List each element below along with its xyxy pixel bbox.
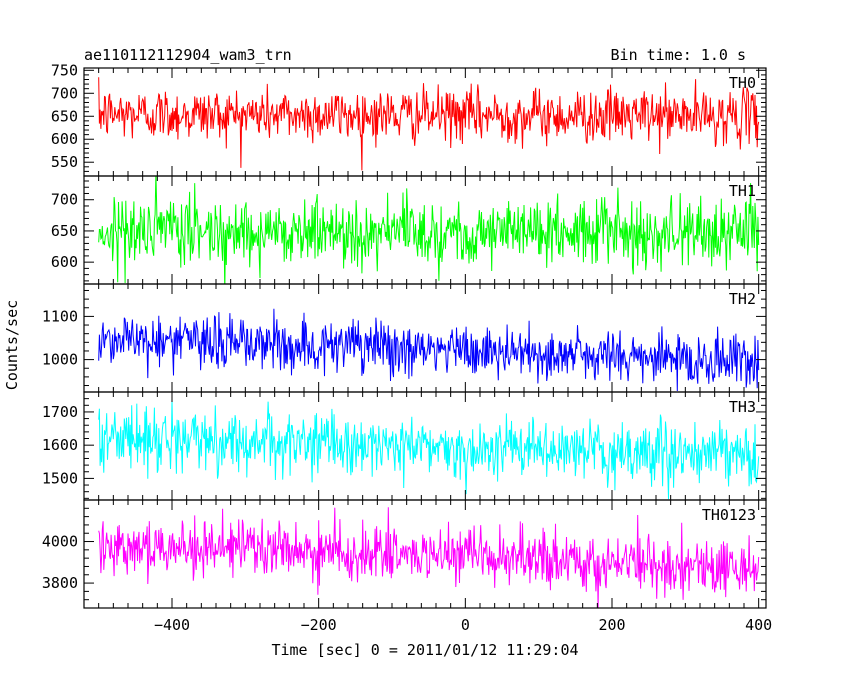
series-line-th0 [98,77,760,171]
x-tick-label: 400 [745,616,772,634]
panel-th3: 1500 1600 1700 TH3 [42,391,767,501]
y-tick-label: 1100 [42,307,78,325]
x-tick-label: 0 [461,616,470,634]
x-axis-label: Time [sec] 0 = 2011/01/12 11:29:04 [271,641,578,659]
y-tick-label: 1700 [42,403,78,421]
series-line-th1 [98,176,760,284]
x-tick-label: −200 [301,616,337,634]
panels-group: 550 600 650 700 750 TH0 600 650 700 TH1 1000 1100 TH… [42,61,772,634]
y-tick-label: 3800 [42,574,78,592]
series-line-th0123 [98,507,760,608]
panel-frame [83,283,767,393]
panel-label-th0123: TH0123 [702,506,756,524]
x-tick-label: −400 [154,616,190,634]
y-tick-label: 1500 [42,469,78,487]
y-tick-label: 650 [51,222,78,240]
x-tick-label: 200 [598,616,625,634]
panel-th1: 600 650 700 TH1 [51,175,767,285]
panel-th2: 1000 1100 TH2 [42,283,767,393]
y-tick-label: 600 [51,130,78,148]
y-tick-label: 1000 [42,351,78,369]
y-tick-label: 1600 [42,436,78,454]
panel-th0: 550 600 650 700 750 TH0 [51,61,767,177]
panel-th0123: 3800 4000 TH0123 [42,499,767,609]
chart-title: ae110112112904_wam3_trn [84,46,292,64]
y-tick-label: 4000 [42,533,78,551]
y-tick-label: 600 [51,253,78,271]
panel-label-th2: TH2 [729,290,756,308]
bin-time-label: Bin time: 1.0 s [611,46,746,64]
panel-label-th0: TH0 [729,74,756,92]
y-axis-label: Counts/sec [3,300,21,390]
y-tick-label: 700 [51,191,78,209]
y-tick-label: 650 [51,107,78,125]
series-line-th3 [98,400,760,500]
y-tick-label: 700 [51,84,78,102]
panel-frame [83,499,767,609]
y-tick-label: 750 [51,61,78,79]
series-line-th2 [98,308,760,392]
panel-label-th1: TH1 [729,182,756,200]
y-tick-label: 550 [51,153,78,171]
panel-label-th3: TH3 [729,398,756,416]
